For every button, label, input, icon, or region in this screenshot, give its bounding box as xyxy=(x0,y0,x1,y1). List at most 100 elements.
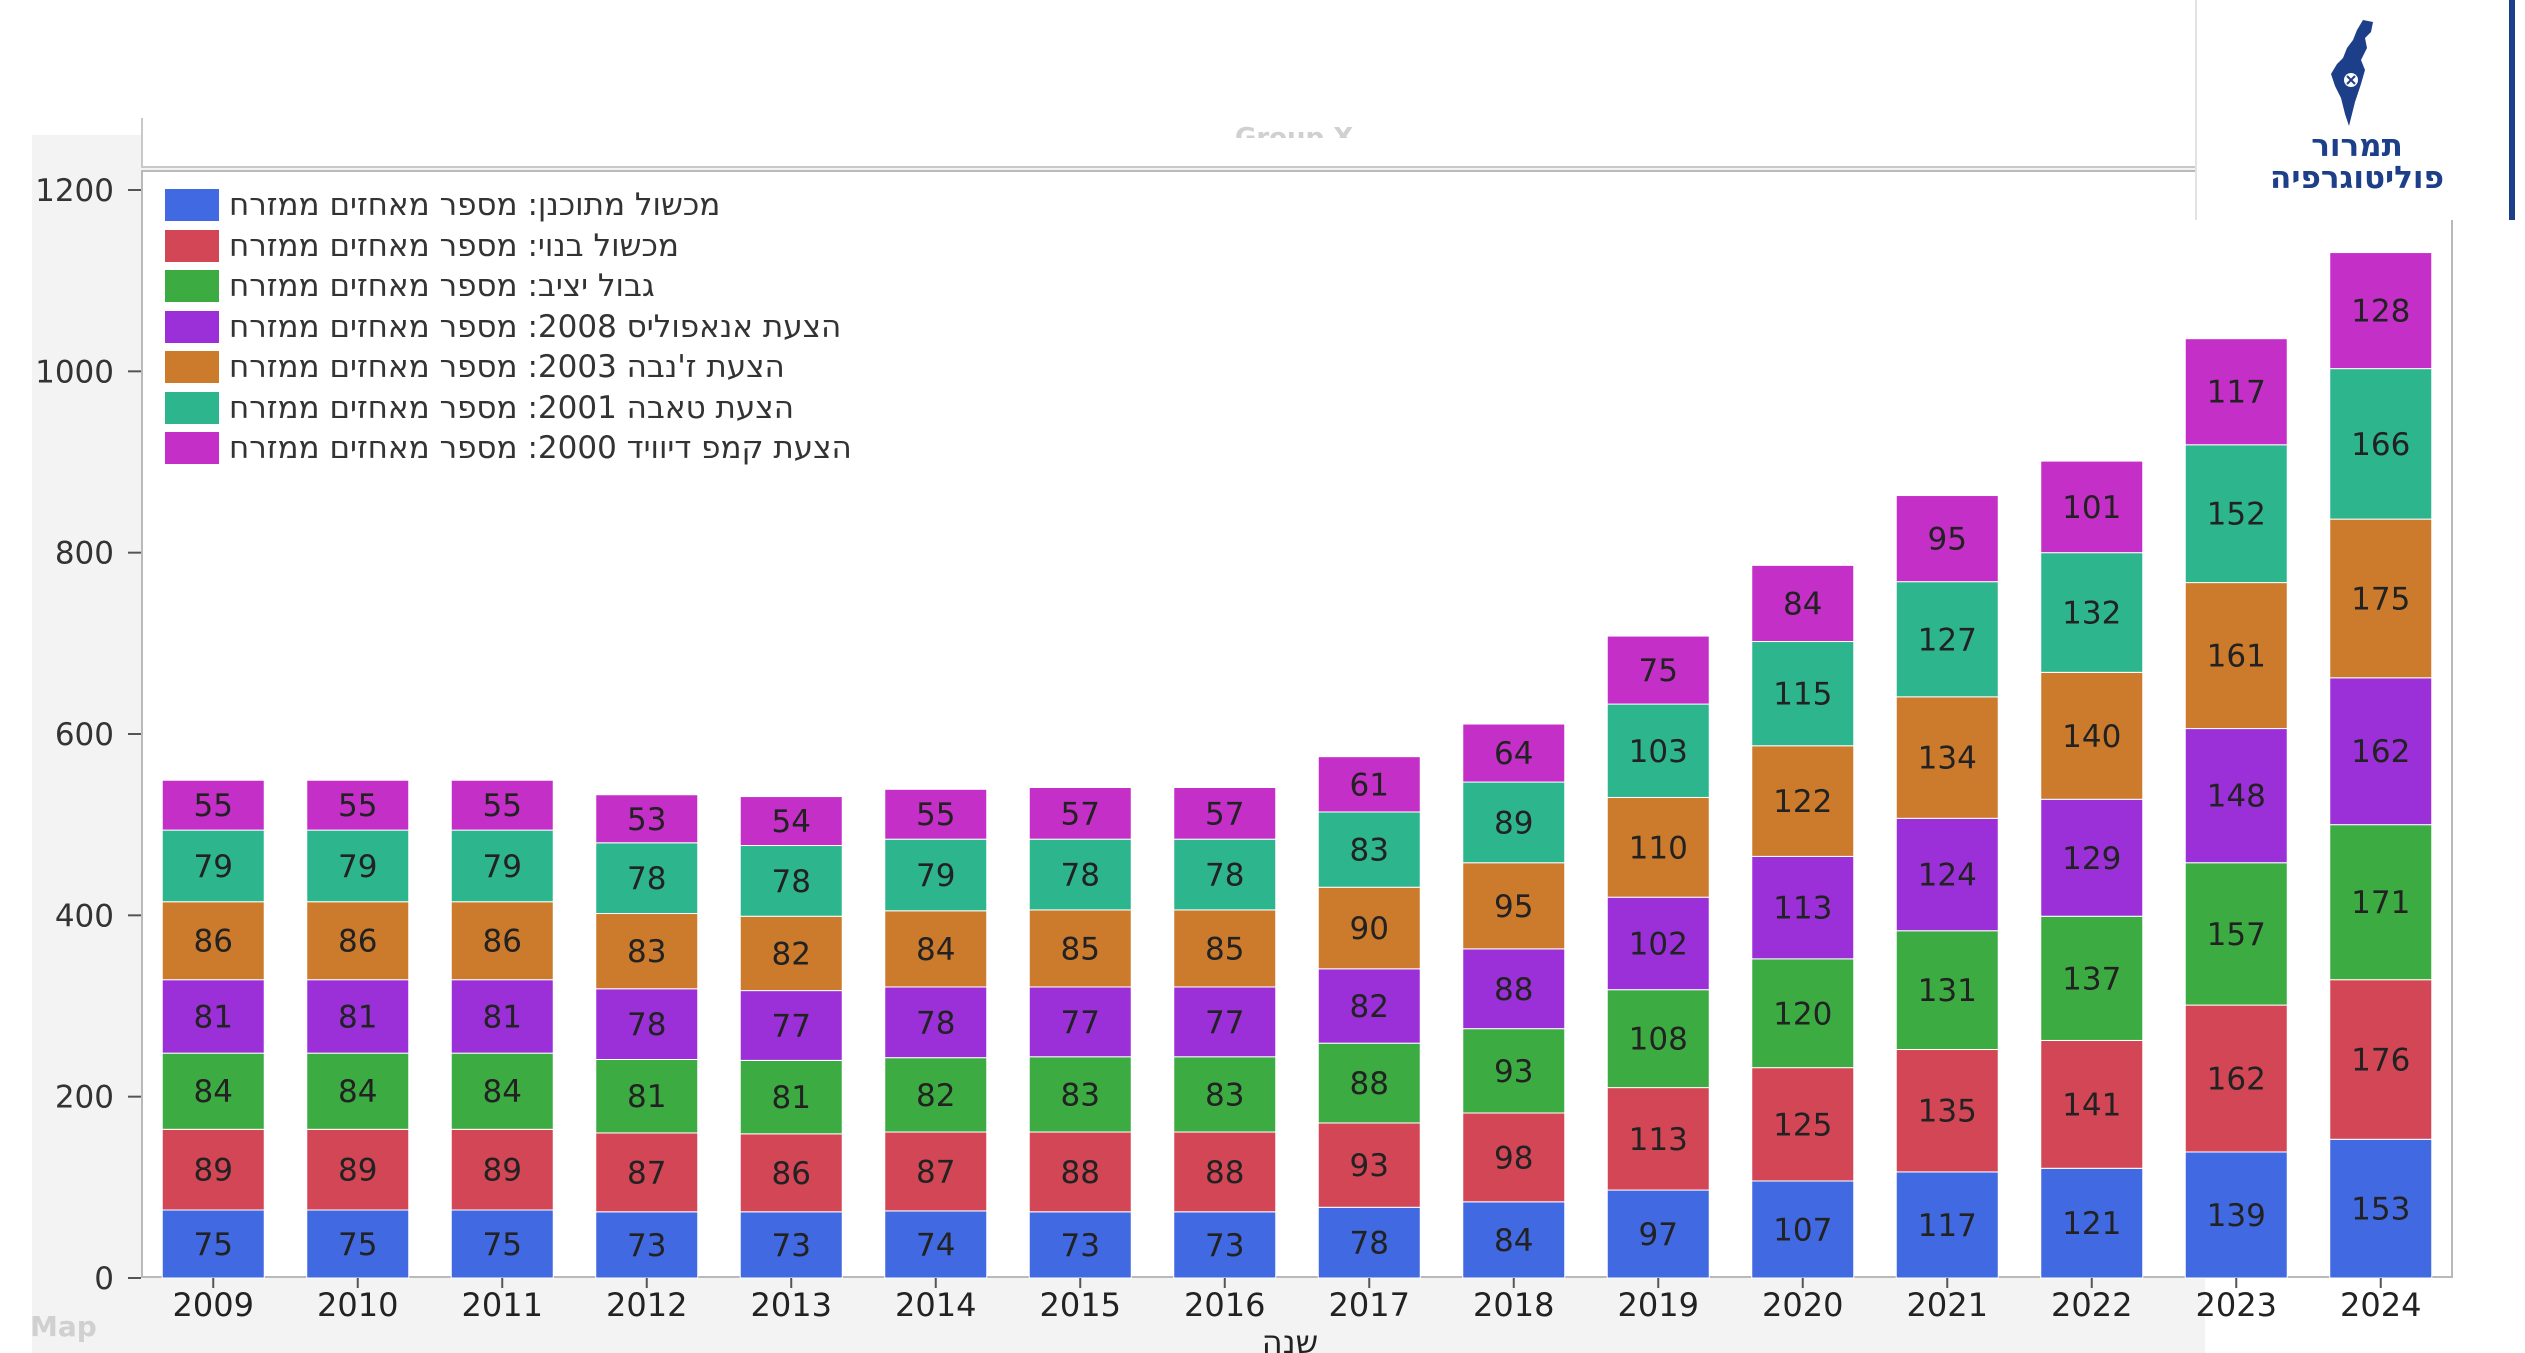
bar-segment xyxy=(884,838,988,912)
bar-value-label: 89 xyxy=(1494,805,1533,841)
bar-value-label: 128 xyxy=(2351,294,2410,330)
bar-segment xyxy=(1606,1189,1710,1279)
bar-value-label: 82 xyxy=(1350,989,1389,1025)
bar-value-label: 134 xyxy=(1918,741,1977,777)
legend-label: הצעת טאבה 2001: מספר מאחזים ממזרח xyxy=(229,389,794,426)
bar-value-label: 73 xyxy=(627,1228,666,1264)
top-strip xyxy=(0,0,2525,135)
bar-segment xyxy=(1462,1112,1566,1203)
legend-label: הצעת קמפ דיוויד 2000: מספר מאחזים ממזרח xyxy=(229,430,852,467)
bar-value-label: 162 xyxy=(2207,1062,2266,1098)
bar-segment xyxy=(306,1209,410,1279)
legend-swatch xyxy=(165,391,219,424)
bar-value-label: 137 xyxy=(2062,961,2121,997)
bar-value-label: 141 xyxy=(2062,1087,2121,1123)
bar-value-label: 86 xyxy=(194,924,233,960)
y-tick-label: 1200 xyxy=(35,173,114,209)
bar-segment xyxy=(1606,896,1710,991)
bar-value-label: 129 xyxy=(2062,841,2121,877)
bar-value-label: 88 xyxy=(1494,972,1533,1008)
x-tick-label: 2024 xyxy=(2340,1286,2421,1324)
bar-value-label: 75 xyxy=(483,1227,522,1263)
bar-segment xyxy=(1028,909,1132,988)
y-tick-label: 400 xyxy=(55,898,114,934)
bar-segment xyxy=(739,1211,843,1279)
y-tick-label: 800 xyxy=(55,536,114,572)
bar-value-label: 84 xyxy=(483,1074,522,1110)
bar-segment xyxy=(161,979,265,1054)
bar-segment xyxy=(1462,723,1566,783)
bar-value-label: 81 xyxy=(483,999,522,1035)
bar-value-label: 77 xyxy=(1205,1005,1244,1041)
bar-value-label: 125 xyxy=(1773,1107,1832,1143)
bar-value-label: 88 xyxy=(1205,1155,1244,1191)
bar-value-label: 157 xyxy=(2207,917,2266,953)
bar-value-label: 83 xyxy=(1350,833,1389,869)
bar-value-label: 88 xyxy=(1061,1155,1100,1191)
bar-segment xyxy=(1317,756,1421,813)
bar-value-label: 79 xyxy=(916,858,955,894)
bar-value-label: 140 xyxy=(2062,719,2121,755)
bar-segment xyxy=(2329,368,2433,520)
bar-value-label: 53 xyxy=(627,802,666,838)
x-axis-title: שנה xyxy=(1262,1323,1318,1353)
bar-value-label: 87 xyxy=(627,1155,666,1191)
bar-segment xyxy=(1606,796,1710,898)
x-tick-label: 2014 xyxy=(895,1286,976,1324)
bar-segment xyxy=(1895,817,1999,932)
bar-value-label: 101 xyxy=(2062,490,2121,526)
bar-segment xyxy=(595,842,699,915)
bar-value-label: 135 xyxy=(1918,1094,1977,1130)
x-tick-label: 2020 xyxy=(1762,1286,1843,1324)
legend-label: הצעת ז'נבה 2003: מספר מאחזים ממזרח xyxy=(229,349,785,386)
x-tick-label: 2017 xyxy=(1329,1286,1410,1324)
legend-swatch xyxy=(165,351,219,384)
x-tick-label: 2009 xyxy=(173,1286,254,1324)
bar-segment xyxy=(595,988,699,1060)
x-tick-label: 2023 xyxy=(2196,1286,2277,1324)
bar-value-label: 78 xyxy=(627,1007,666,1043)
legend-item: הצעת קמפ דיוויד 2000: מספר מאחזים ממזרח xyxy=(165,428,852,469)
x-tick-label: 2010 xyxy=(317,1286,398,1324)
bar-value-label: 85 xyxy=(1061,931,1100,967)
bar-value-label: 81 xyxy=(338,999,377,1035)
legend-item: מכשול בנוי: מספר מאחזים ממזרח xyxy=(165,226,852,267)
legend-label: הצעת אנאפוליס 2008: מספר מאחזים ממזרח xyxy=(229,308,842,345)
bar-segment xyxy=(1462,948,1566,1030)
bar-value-label: 86 xyxy=(772,1156,811,1192)
bar-segment xyxy=(306,979,410,1054)
bar-value-label: 78 xyxy=(916,1005,955,1041)
bar-value-label: 84 xyxy=(916,932,955,968)
bar-value-label: 84 xyxy=(338,1074,377,1110)
bar-value-label: 121 xyxy=(2062,1206,2121,1242)
bar-segment xyxy=(2040,552,2144,673)
bar-value-label: 152 xyxy=(2207,497,2266,533)
bar-value-label: 78 xyxy=(1061,858,1100,894)
x-tick-label: 2019 xyxy=(1618,1286,1699,1324)
bar-segment xyxy=(739,796,843,847)
bar-value-label: 90 xyxy=(1350,911,1389,947)
bar-value-label: 83 xyxy=(627,934,666,970)
x-tick-label: 2021 xyxy=(1907,1286,1988,1324)
bar-segment xyxy=(595,794,699,844)
y-tick-label: 200 xyxy=(55,1080,114,1116)
bar-value-label: 127 xyxy=(1918,622,1977,658)
bar-segment xyxy=(1028,1211,1132,1279)
bar-value-label: 89 xyxy=(338,1153,377,1189)
bar-value-label: 132 xyxy=(2062,596,2121,632)
bar-value-label: 89 xyxy=(194,1153,233,1189)
bar-value-label: 84 xyxy=(194,1074,233,1110)
legend-swatch xyxy=(165,432,219,465)
bar-value-label: 107 xyxy=(1773,1212,1832,1248)
bar-segment xyxy=(1317,1042,1421,1124)
bar-segment xyxy=(2329,677,2433,826)
bar-value-label: 85 xyxy=(1205,931,1244,967)
bar-value-label: 95 xyxy=(1494,889,1533,925)
x-tick-label: 2018 xyxy=(1473,1286,1554,1324)
bar-value-label: 176 xyxy=(2351,1042,2410,1078)
legend-item: הצעת אנאפוליס 2008: מספר מאחזים ממזרח xyxy=(165,307,852,348)
bar-value-label: 75 xyxy=(194,1227,233,1263)
bar-segment xyxy=(2184,1151,2288,1279)
bar-segment xyxy=(1028,1131,1132,1213)
